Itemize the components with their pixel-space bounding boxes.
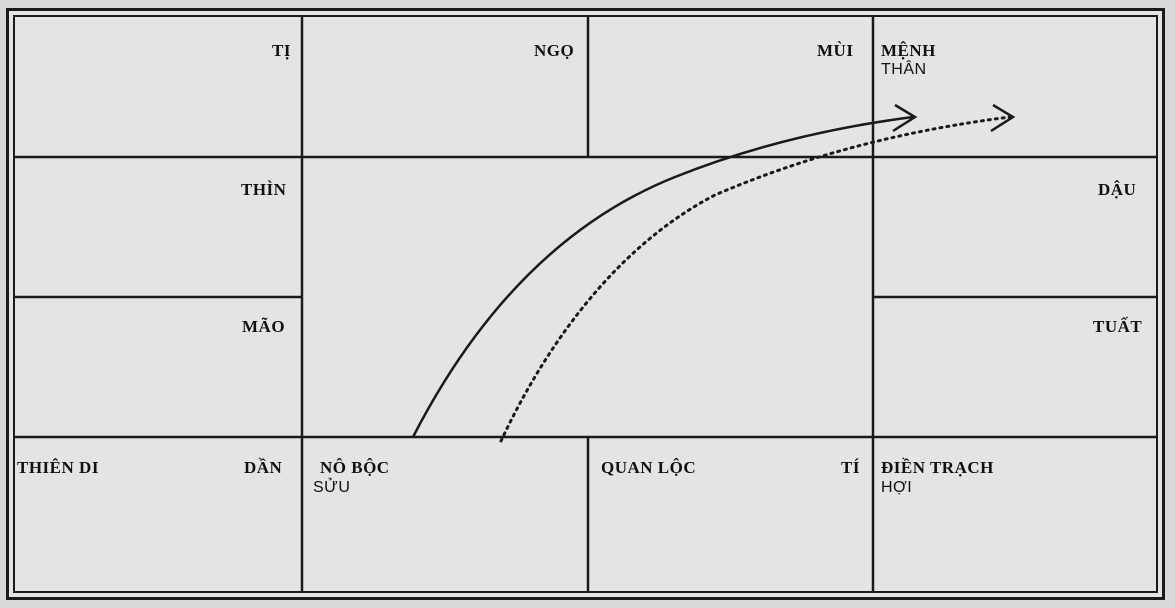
grid-lines xyxy=(15,17,1158,593)
palace-chart: TỊ NGỌ MÙI MỆNH THÂN THÌN DẬU MÃO TUẤT T… xyxy=(6,8,1165,600)
label-thien-di: THIÊN DI xyxy=(17,458,99,477)
label-than: THÂN xyxy=(881,61,927,78)
label-quan-loc: QUAN LỘC xyxy=(601,458,697,477)
label-dau: DẬU xyxy=(1098,180,1137,199)
solid-arrow-head xyxy=(892,103,918,133)
label-dan: DẦN xyxy=(244,458,283,477)
label-ti: TỊ xyxy=(272,41,291,60)
dotted-arrow-head xyxy=(990,103,1016,133)
label-mao: MÃO xyxy=(242,317,286,336)
label-ngo: NGỌ xyxy=(534,41,575,60)
label-thin: THÌN xyxy=(241,180,287,199)
palace-grid: TỊ NGỌ MÙI MỆNH THÂN THÌN DẬU MÃO TUẤT T… xyxy=(13,15,1158,593)
dotted-arrow xyxy=(499,115,1012,443)
label-mui: MÙI xyxy=(817,41,854,60)
label-suu: SỬU xyxy=(313,479,351,496)
label-dien-trach: ĐIỀN TRẠCH xyxy=(881,458,994,477)
label-ti-2: TÍ xyxy=(841,458,860,477)
label-hoi: HỢI xyxy=(881,479,913,496)
label-tuat: TUẤT xyxy=(1093,317,1143,336)
arrows-layer xyxy=(411,103,1016,443)
solid-arrow xyxy=(411,115,914,438)
label-no-boc: NÔ BỘC xyxy=(320,458,390,477)
label-menh: MỆNH xyxy=(881,41,936,60)
